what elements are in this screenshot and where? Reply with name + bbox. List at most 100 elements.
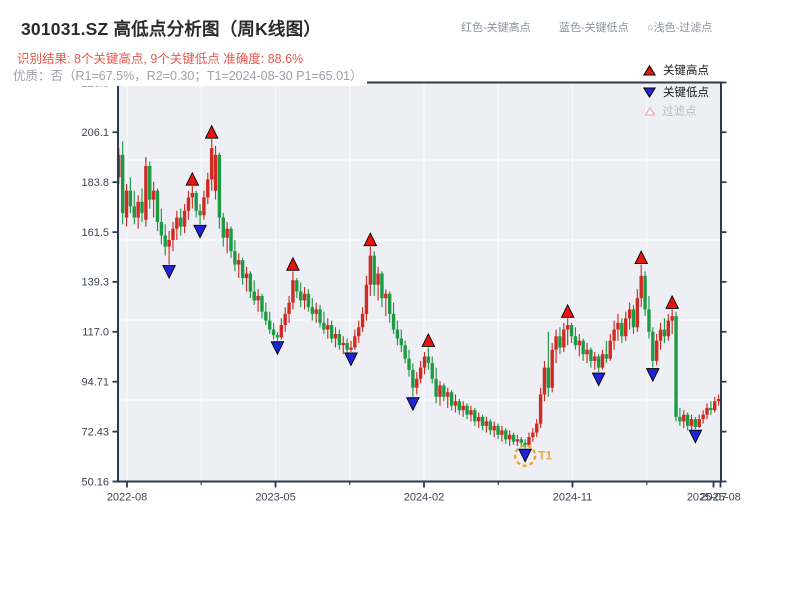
candle-body — [639, 275, 643, 299]
candle — [395, 320, 400, 346]
y-tick-label: 72.43 — [81, 426, 109, 438]
candle-body — [252, 291, 256, 301]
candle-body — [465, 405, 469, 415]
candle — [151, 181, 156, 218]
candle-body — [538, 394, 543, 424]
candle-body — [357, 327, 361, 337]
candle-body — [399, 338, 403, 346]
candle-body — [507, 434, 512, 440]
candle-body — [318, 309, 322, 323]
chart-legend-label: 过滤点 — [662, 106, 697, 118]
candle — [453, 394, 458, 413]
candle — [422, 351, 427, 375]
candle-body — [589, 349, 593, 361]
y-tick-label: 139.3 — [81, 277, 109, 289]
candle — [523, 439, 527, 449]
candle-body — [674, 316, 678, 417]
candle-body — [144, 166, 148, 220]
candle — [562, 322, 566, 352]
candle — [167, 230, 171, 265]
key-low-marker — [645, 368, 660, 383]
header-legend-high: 红色-关键高点 — [461, 22, 531, 34]
candle-body — [279, 325, 284, 338]
candle — [229, 226, 233, 258]
candle-body — [446, 392, 450, 397]
candle — [248, 271, 253, 299]
candle — [511, 432, 516, 445]
candle-body — [701, 414, 705, 420]
candle-body — [387, 293, 392, 314]
candle-body — [662, 329, 667, 337]
candle — [337, 329, 342, 350]
candle — [600, 349, 605, 370]
candle-body — [612, 329, 616, 341]
candle — [171, 222, 175, 252]
candle-body — [159, 222, 164, 236]
candle — [635, 289, 640, 332]
candle-body — [287, 302, 291, 314]
candle-body — [407, 358, 411, 370]
candle — [341, 336, 345, 355]
plot-background — [118, 82, 721, 482]
chart-legend-label: 关键高点 — [663, 65, 709, 77]
candle — [542, 360, 547, 402]
candle-body — [527, 437, 531, 445]
candle — [202, 190, 206, 220]
candle — [349, 340, 353, 352]
key-high-marker — [363, 232, 378, 247]
candle — [689, 414, 694, 433]
candle — [604, 340, 609, 364]
candle — [519, 437, 523, 447]
x-tick-label: 2024-11 — [553, 492, 593, 504]
candle-body — [689, 419, 694, 426]
candle-body — [480, 416, 485, 426]
candle — [372, 251, 376, 296]
candle-body — [546, 367, 551, 388]
candle-body — [620, 322, 624, 337]
candle — [701, 410, 705, 424]
candle-body — [310, 307, 314, 314]
key-low-marker — [591, 372, 606, 387]
candle-body — [670, 316, 674, 321]
candle-body — [504, 430, 508, 440]
candle — [593, 351, 597, 370]
candle — [140, 188, 144, 223]
candle-body — [496, 425, 500, 435]
chart-legend-label: 关键低点 — [663, 87, 709, 99]
candle-body — [333, 334, 338, 339]
candle-body — [256, 295, 260, 301]
candle-body — [380, 273, 384, 299]
key-low-marker — [344, 352, 358, 367]
candle-body — [120, 154, 125, 214]
candle — [387, 291, 392, 323]
recognition-result-line: 识别结果: 8个关键高点, 9个关键低点 准确度: 88.6% — [17, 52, 304, 66]
candle-body — [426, 356, 431, 364]
candle-body — [577, 340, 581, 346]
candle — [411, 363, 415, 397]
candle-body — [186, 197, 191, 211]
candle — [527, 432, 531, 447]
candle — [240, 257, 245, 285]
candle-body — [511, 434, 516, 442]
candle-body — [593, 356, 597, 361]
candle-body — [403, 345, 407, 359]
y-tick-label: 161.5 — [81, 227, 109, 239]
candle-body — [140, 201, 144, 214]
candle — [407, 349, 411, 377]
candle-body — [198, 210, 202, 216]
candle — [674, 311, 678, 422]
candle-body — [364, 284, 369, 314]
t1-label: T1 — [538, 449, 552, 463]
candle-body — [155, 190, 160, 223]
candle — [438, 381, 442, 406]
candle — [685, 412, 690, 431]
candle — [264, 302, 268, 326]
candle-body — [349, 347, 353, 350]
candle — [217, 152, 222, 229]
candle — [569, 322, 574, 343]
candle — [484, 416, 489, 433]
candle-body — [422, 356, 427, 368]
candle-body — [469, 410, 473, 415]
candle — [268, 311, 272, 335]
candle-body — [171, 228, 175, 240]
